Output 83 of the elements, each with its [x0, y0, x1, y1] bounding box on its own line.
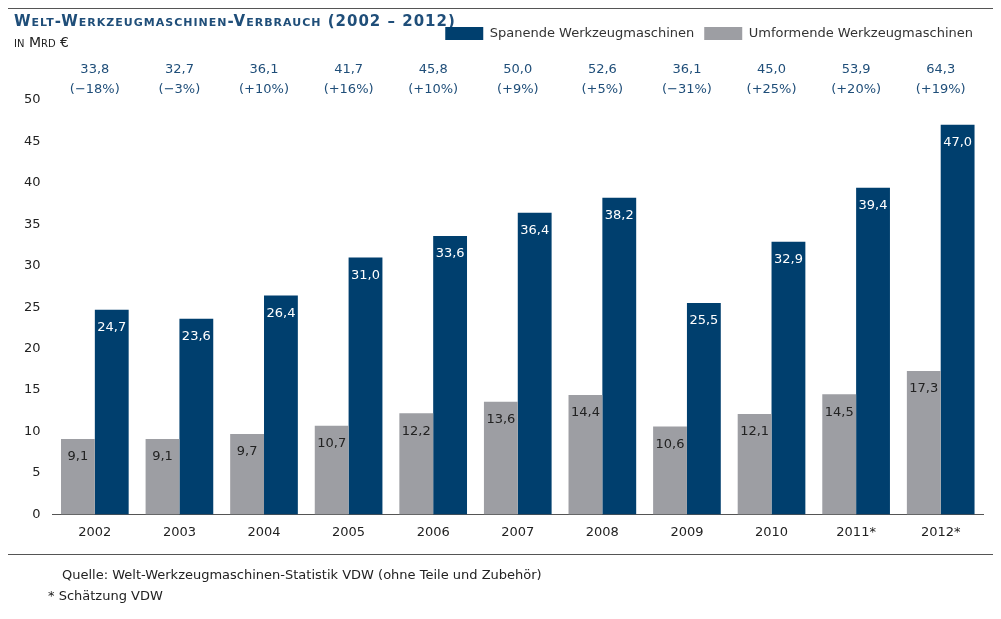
bar: [822, 394, 857, 515]
y-tick-label: 10: [24, 422, 41, 438]
data-label: 38,2: [604, 207, 634, 223]
data-label: 12,2: [401, 422, 431, 438]
text: 50,0 (+9%): [496, 61, 539, 97]
chart-title: Welt-Werkzeugmaschinen-Verbrauch (2002 – 2012): [14, 12, 456, 30]
data-label: 26,4: [266, 304, 296, 320]
text: 41,7 (+16%): [323, 61, 374, 97]
legend-label: Umformende Werkzeugmaschinen: [748, 24, 973, 40]
bar: [602, 197, 637, 515]
x-tick-label: 2011*: [836, 523, 877, 539]
data-label: 36,4: [520, 222, 550, 238]
bar: [517, 212, 552, 515]
data-label: 13,6: [486, 411, 516, 427]
y-tick-label: 0: [32, 505, 41, 521]
x-tick-label: 2010: [754, 523, 789, 539]
y-tick-label: 25: [24, 298, 41, 314]
text: 53,9 (+20%): [831, 61, 882, 97]
data-label: 9,1: [67, 448, 89, 464]
y-tick-label: 35: [24, 215, 41, 231]
y-tick-label: 20: [24, 340, 41, 356]
x-tick-label: 2009: [670, 523, 704, 539]
text: 36,1 (−31%): [661, 61, 712, 97]
bar: [906, 371, 941, 515]
text: 32,7 (−3%): [158, 61, 201, 97]
x-tick-label: 2007: [501, 523, 535, 539]
data-label: 9,1: [152, 448, 173, 464]
data-label: 10,7: [317, 435, 347, 451]
data-label: 23,6: [181, 328, 211, 344]
data-label: 33,6: [435, 245, 465, 261]
y-tick-label: 45: [24, 132, 41, 148]
data-label: 17,3: [909, 380, 939, 396]
x-tick-label: 2012*: [920, 523, 961, 539]
data-label: 14,4: [570, 404, 600, 420]
bar: [264, 295, 298, 515]
data-label: 14,5: [824, 403, 854, 419]
data-label: 25,5: [689, 312, 719, 328]
bar: [483, 401, 518, 515]
bar: [314, 425, 349, 515]
y-tick-label: 40: [24, 174, 41, 190]
bar: [686, 303, 721, 515]
bar: [737, 414, 772, 515]
legend-label: Spanende Werkzeugmaschinen: [489, 24, 695, 40]
x-tick-label: 2005: [332, 523, 366, 539]
y-tick-label: 50: [24, 91, 41, 107]
data-label: 39,4: [858, 197, 888, 213]
text: 45,0 (+25%): [746, 61, 797, 97]
bar: [230, 434, 265, 515]
bar: [348, 257, 383, 515]
y-tick-label: 30: [24, 257, 41, 273]
bar: [179, 318, 214, 515]
y-tick-label: 5: [32, 464, 41, 480]
bar: [145, 438, 180, 515]
y-tick-label: 15: [24, 381, 41, 397]
text: 52,6 (+5%): [581, 61, 624, 97]
bar: [568, 395, 603, 515]
data-label: 24,7: [97, 319, 127, 335]
data-label: 10,6: [655, 435, 685, 451]
bar: [771, 241, 806, 515]
x-tick-label: 2003: [162, 523, 196, 539]
bar: [94, 309, 129, 515]
text: 33,8 (−18%): [69, 61, 120, 97]
bar: [433, 235, 468, 515]
chart-subtitle: in Mrd €: [14, 34, 70, 50]
text: * Schätzung VDW: [48, 588, 164, 603]
x-tick-label: 2006: [416, 523, 450, 539]
text: 64,3 (+19%): [915, 61, 966, 97]
data-label: 47,0: [943, 134, 973, 150]
bar: [940, 124, 975, 515]
x-tick-label: 2004: [247, 523, 281, 539]
text: 45,8 (+10%): [408, 61, 459, 97]
data-label: 12,1: [740, 423, 770, 439]
bar: [61, 438, 95, 515]
data-label: 32,9: [773, 251, 803, 267]
data-label: 9,7: [236, 443, 258, 459]
bar: [653, 426, 687, 515]
bar: [399, 413, 434, 515]
bar: [856, 187, 890, 515]
x-tick-label: 2008: [585, 523, 619, 539]
data-label: 31,0: [351, 266, 380, 282]
text: 36,1 (+10%): [239, 61, 289, 97]
source-note: Quelle: Welt-Werkzeugmaschinen-Statistik VDW (ohne Teile und Zubehör): [62, 567, 543, 582]
x-tick-label: 2002: [78, 523, 112, 539]
